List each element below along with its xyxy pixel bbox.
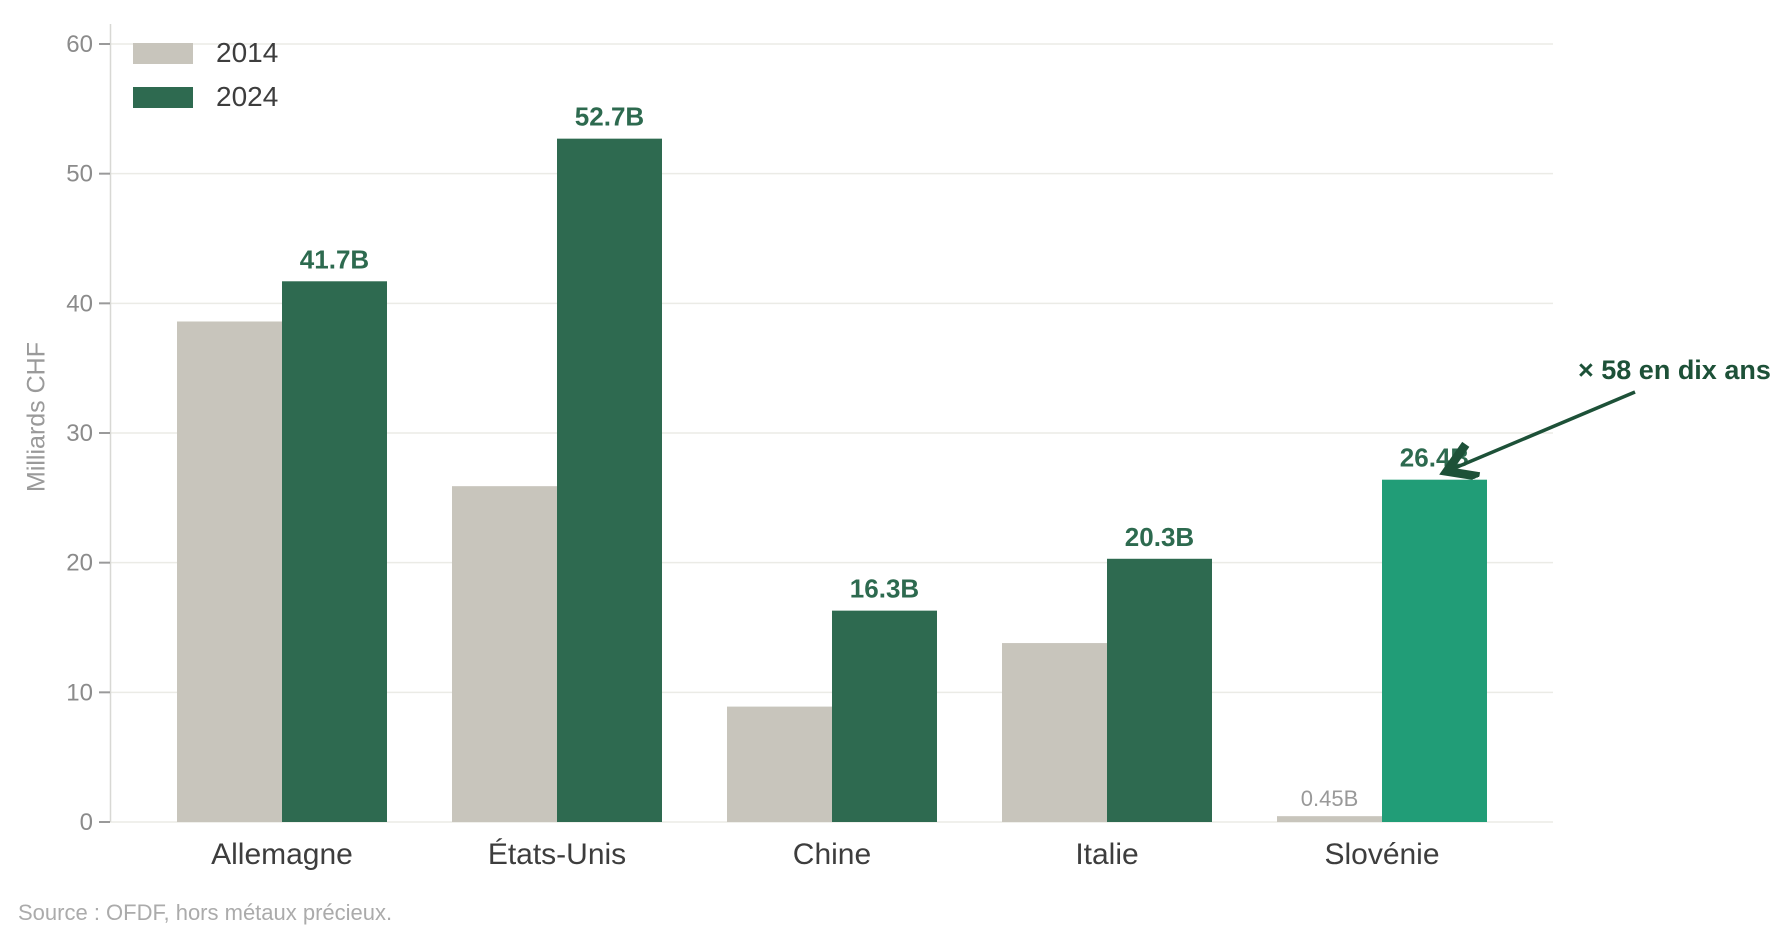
bar-2024-etats-unis — [557, 138, 662, 822]
legend-item-2024: 2024 — [133, 81, 279, 112]
x-axis-label-allemagne: Allemagne — [211, 838, 353, 871]
x-axis-label-italie: Italie — [1075, 838, 1138, 871]
annotation-arrow — [1450, 390, 1636, 470]
value-label-2014-slovenie: 0.45B — [1301, 786, 1359, 811]
y-tick-label-20: 20 — [66, 550, 93, 577]
legend-swatch-2024 — [133, 86, 193, 108]
y-tick-label-10: 10 — [66, 679, 93, 706]
legend: 2014 2024 — [133, 37, 279, 130]
bar-2014-etats-unis — [452, 486, 557, 822]
bar-2024-chine — [832, 610, 937, 822]
value-label-2024-etats-unis: 52.7B — [575, 102, 644, 132]
annotation-text: × 58 en dix ans — [1578, 355, 1771, 385]
bar-2014-slovenie — [1277, 816, 1382, 822]
bar-2024-slovenie — [1382, 479, 1487, 822]
x-axis-label-slovenie: Slovénie — [1324, 838, 1439, 871]
source-note: Source : OFDF, hors métaux précieux. — [18, 900, 393, 925]
bar-2014-italie — [1002, 643, 1107, 822]
bar-2014-chine — [727, 706, 832, 822]
x-axis-label-chine: Chine — [793, 838, 871, 871]
y-tick-label-0: 0 — [80, 809, 93, 836]
value-label-2024-allemagne: 41.7B — [300, 244, 369, 274]
y-axis-title: Milliards CHF — [22, 342, 51, 492]
legend-swatch-2014 — [133, 42, 193, 64]
legend-item-2014: 2014 — [133, 37, 279, 68]
legend-label-2014: 2014 — [216, 37, 279, 68]
x-axis-label-etats-unis: États-Unis — [488, 838, 626, 871]
y-tick-label-50: 50 — [66, 161, 93, 188]
bar-2024-allemagne — [282, 281, 387, 822]
y-tick-label-40: 40 — [66, 290, 93, 317]
bar-2024-italie — [1107, 558, 1212, 822]
bar-2014-allemagne — [177, 321, 282, 822]
value-label-2024-italie: 20.3B — [1125, 522, 1194, 552]
legend-label-2024: 2024 — [216, 81, 279, 112]
value-label-2024-chine: 16.3B — [850, 574, 919, 604]
y-tick-label-60: 60 — [66, 31, 93, 58]
y-tick-label-30: 30 — [66, 420, 93, 447]
